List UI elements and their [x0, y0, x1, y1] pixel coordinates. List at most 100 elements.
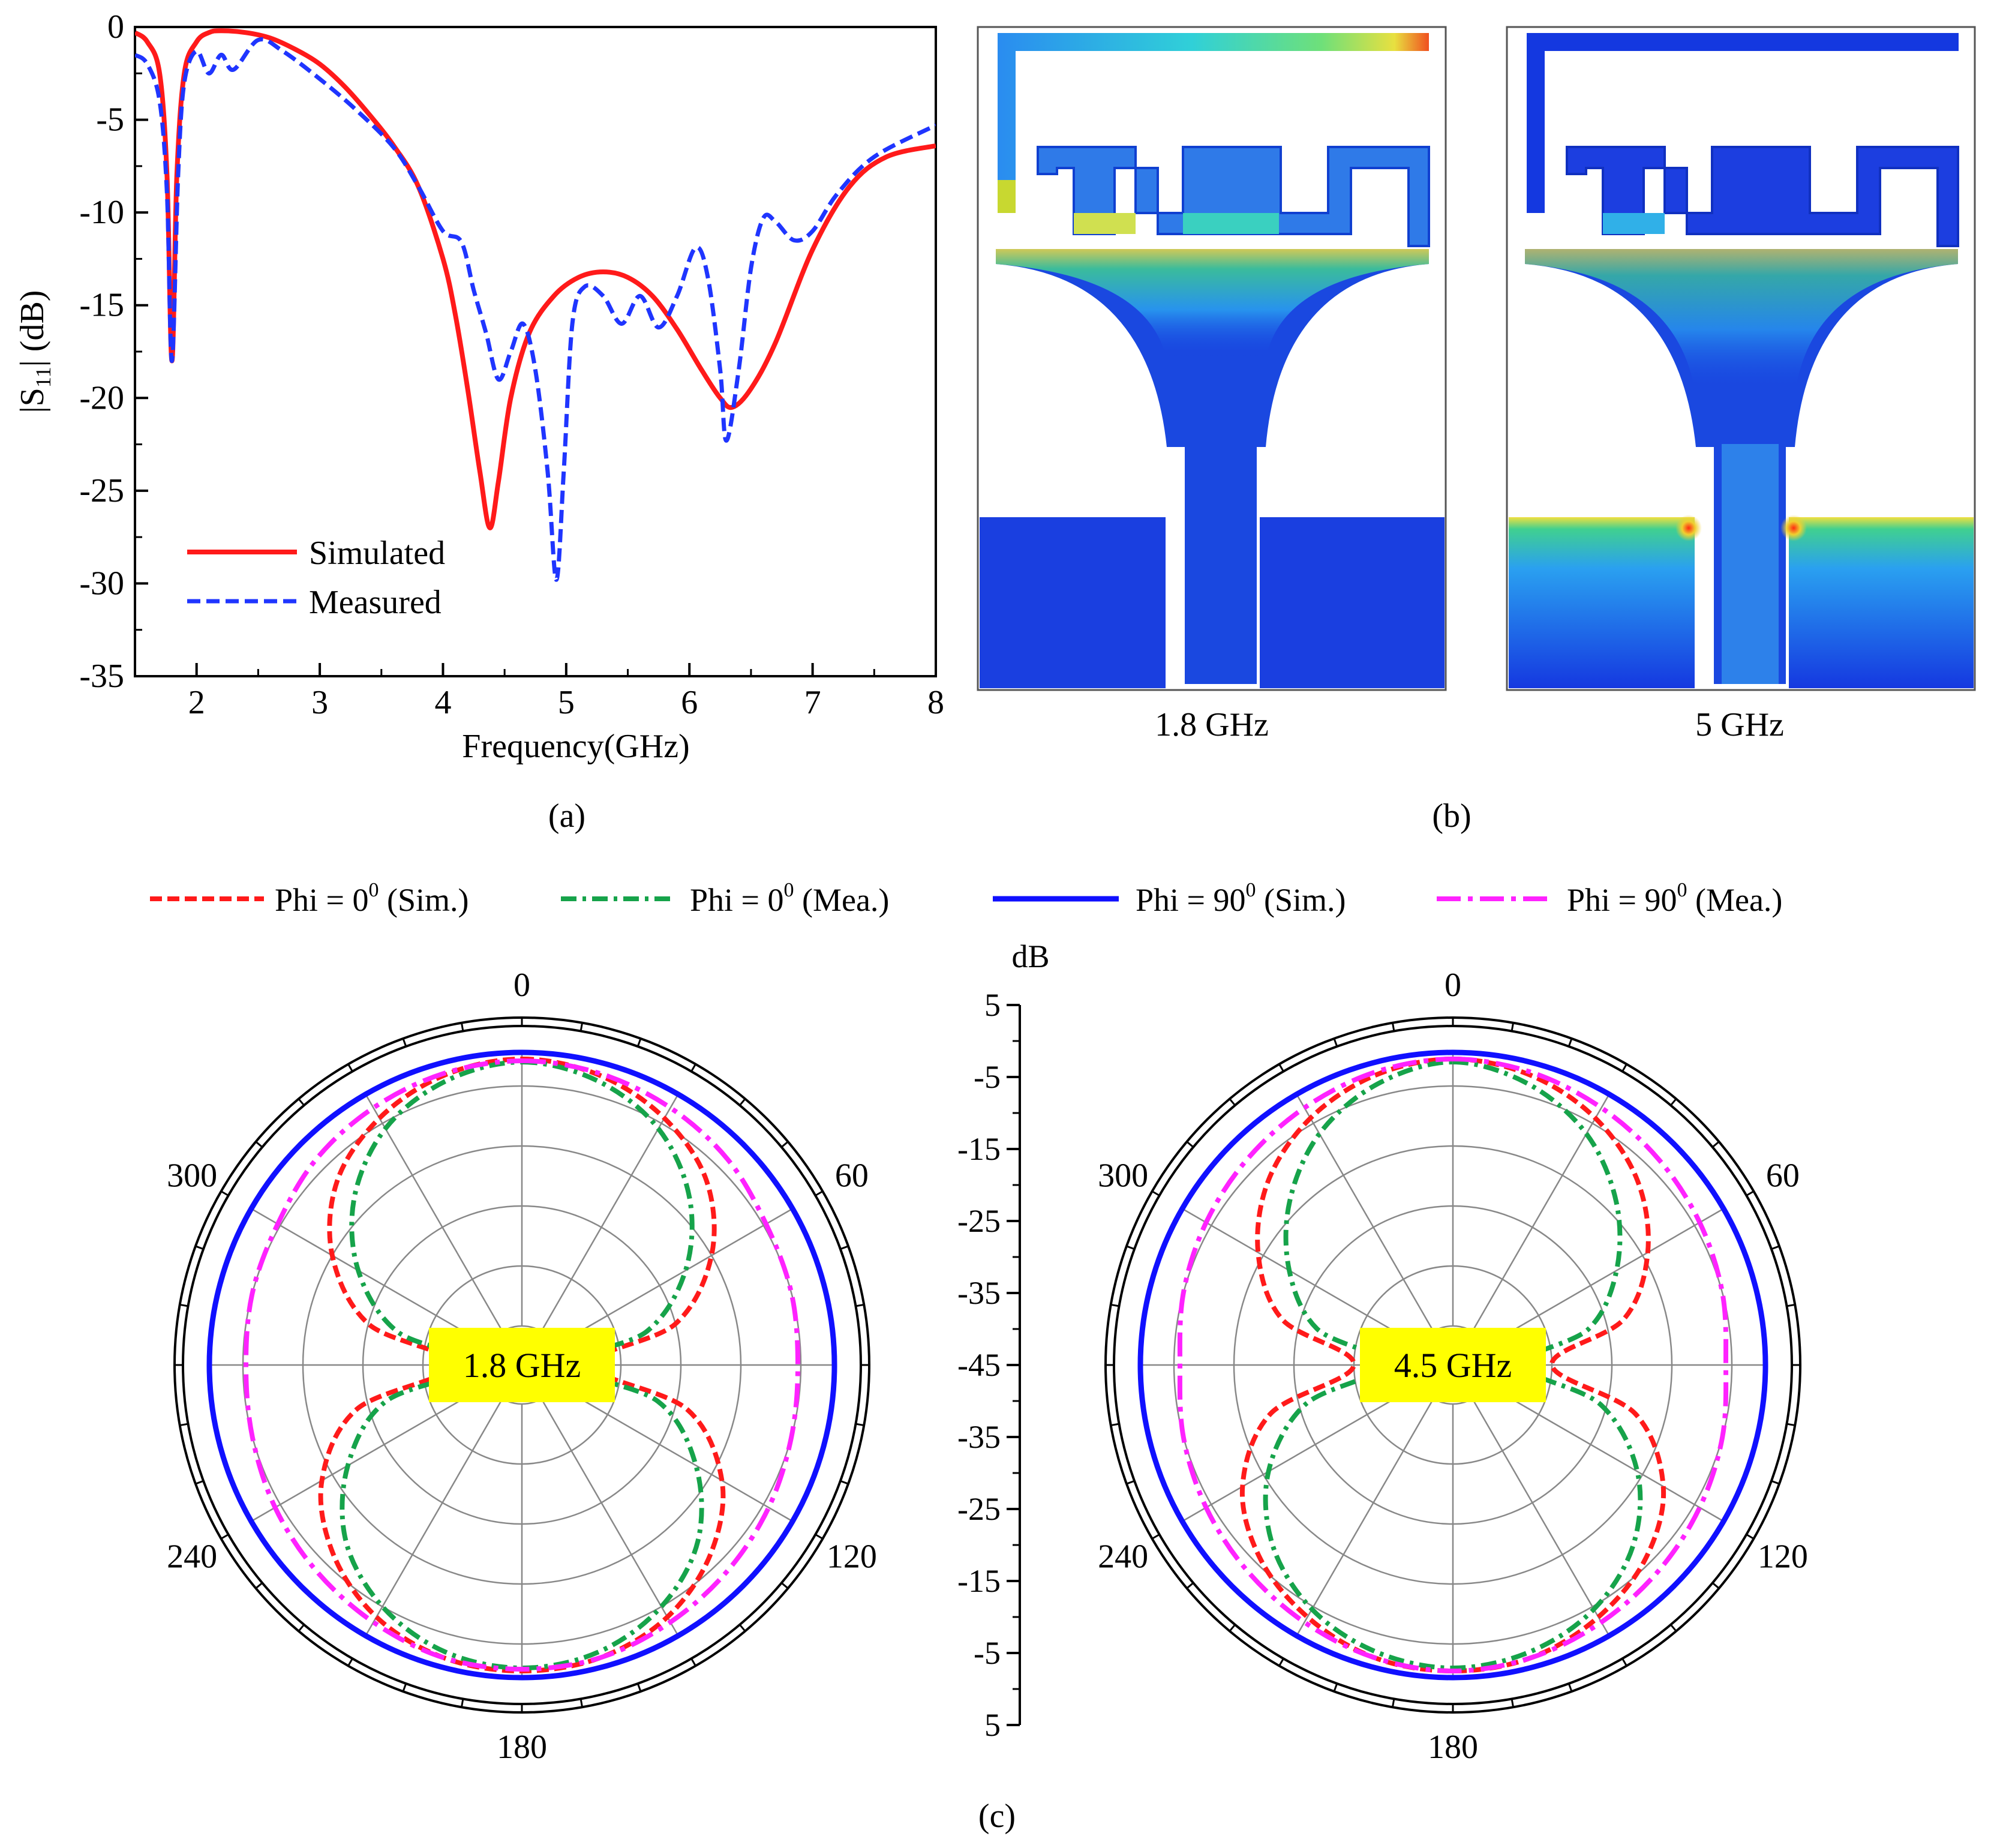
polar-angle-tick — [220, 1534, 229, 1540]
polar-angle-tick — [1229, 1624, 1236, 1632]
polar-angle-label: 180 — [1428, 1729, 1478, 1766]
feed-current — [1722, 444, 1779, 684]
polar-spoke — [1472, 1398, 1611, 1639]
ground-right — [1260, 517, 1445, 688]
polar-angle-tick — [195, 1245, 204, 1250]
polar-angle-tick — [402, 1683, 407, 1692]
polar-spoke — [555, 1207, 795, 1346]
x-tick-label: 3 — [311, 684, 328, 721]
polar-angle-tick — [460, 1022, 464, 1031]
polar-angle-tick — [780, 1582, 789, 1589]
polar-series-3 — [1137, 1049, 1768, 1681]
db-unit-label: dB — [1011, 938, 1049, 974]
db-scale-label: -35 — [957, 1275, 1001, 1311]
polar-angle-tick — [1621, 1658, 1627, 1667]
polar-angle-tick — [1333, 1038, 1338, 1047]
polar-angle-tick — [855, 1423, 864, 1427]
ground-left — [980, 517, 1166, 688]
polar-angle-tick — [739, 1624, 746, 1632]
polar-spoke — [248, 1207, 489, 1346]
x-tick-label: 2 — [188, 684, 205, 721]
s11-x-axis-label: Frequency(GHz) — [462, 728, 689, 765]
polar-angle-label: 240 — [167, 1538, 217, 1576]
y-tick-label: -25 — [79, 472, 124, 509]
polar-angle-tick — [1711, 1582, 1720, 1589]
polar-angle-tick — [1786, 1423, 1795, 1427]
polar-angle-tick — [855, 1303, 864, 1307]
polar-angle-label: 60 — [1766, 1157, 1800, 1195]
freq-label-text: 1.8 GHz — [463, 1346, 581, 1385]
polar-angle-label: 60 — [835, 1157, 869, 1195]
polar-spoke — [1179, 1384, 1420, 1523]
polar-angle-tick — [1567, 1038, 1573, 1047]
y-tick-label: -35 — [79, 658, 124, 695]
db-scale-label: -35 — [957, 1419, 1001, 1455]
polar-spoke — [1486, 1384, 1726, 1523]
polar-legend: Phi = 00 (Sim.) Phi = 00 (Mea.) Phi = 90… — [150, 879, 1782, 918]
polar-spoke — [1486, 1207, 1726, 1346]
polar-angle-tick — [690, 1658, 696, 1667]
top-stub — [1527, 33, 1959, 213]
polar-angle-tick — [1333, 1683, 1338, 1692]
db-scale-label: -25 — [957, 1203, 1001, 1239]
polar-angle-tick — [195, 1480, 204, 1485]
stub-tip-hot — [998, 180, 1016, 213]
s11-axis-ticks: 2 3 4 5 6 7 8 0 -5 -10 -15 -20 -25 -30 -35 — [79, 8, 944, 721]
polar-angle-tick — [840, 1480, 849, 1485]
polar-angle-label: 300 — [167, 1157, 217, 1195]
polar-angle-tick — [179, 1423, 188, 1427]
current-map-1p8ghz: 1.8 GHz — [977, 26, 1447, 743]
polar-angle-tick — [1186, 1582, 1194, 1589]
meander-line — [1566, 146, 1959, 247]
polar-angle-tick — [1391, 1022, 1395, 1031]
y-tick-label: -30 — [79, 565, 124, 602]
polar-angle-tick — [255, 1582, 263, 1589]
y-tick-label: -15 — [79, 287, 124, 324]
polar-angle-tick — [1278, 1063, 1284, 1072]
polar-series-4 — [243, 1058, 801, 1672]
polar-angle-tick — [1186, 1141, 1194, 1148]
polar-series-3 — [206, 1049, 837, 1681]
polar-angle-tick — [690, 1063, 696, 1072]
polar-spoke — [540, 1398, 680, 1639]
polar-angle-tick — [1746, 1534, 1755, 1540]
polar-angle-tick — [347, 1063, 353, 1072]
polar-angle-tick — [1746, 1190, 1755, 1196]
db-scale-label: 5 — [984, 987, 1001, 1023]
polar-angle-tick — [1771, 1245, 1780, 1250]
polar-angle-tick — [1110, 1423, 1119, 1427]
polar-angle-tick — [1670, 1624, 1677, 1632]
polar-angle-tick — [739, 1098, 746, 1106]
polar-angle-label: 0 — [513, 967, 530, 1004]
legend-phi90-sim-label: Phi = 900 (Sim.) — [1136, 879, 1346, 918]
polar-angle-tick — [1126, 1480, 1135, 1485]
polar-spoke — [364, 1398, 503, 1639]
db-scale-label: -15 — [957, 1563, 1001, 1599]
polar-angle-tick — [1278, 1658, 1284, 1667]
polar-angle-tick — [780, 1141, 789, 1148]
freq-label-box — [429, 1328, 615, 1402]
x-tick-label: 5 — [558, 684, 575, 721]
radiating-patch — [996, 249, 1429, 684]
polar-spoke — [555, 1384, 795, 1523]
y-tick-label: -10 — [79, 194, 124, 231]
polar-angle-tick — [579, 1699, 584, 1708]
polar-spoke — [540, 1091, 680, 1332]
polar-angle-tick — [1567, 1683, 1573, 1692]
polar-angle-tick — [1670, 1098, 1677, 1106]
db-scale-label: -45 — [957, 1347, 1001, 1383]
polar-angle-tick — [298, 1098, 305, 1106]
corner-hotspot-left — [1675, 515, 1702, 541]
polar-angle-tick — [1711, 1141, 1720, 1148]
polar-angle-tick — [179, 1303, 188, 1307]
current-map-5ghz: 5 GHz — [1506, 26, 1976, 743]
polar-angle-label: 300 — [1098, 1157, 1148, 1195]
simulated-line — [135, 28, 936, 530]
map-label-1p8ghz: 1.8 GHz — [1155, 706, 1269, 743]
polar-angle-tick — [298, 1624, 305, 1632]
freq-label-box — [1360, 1328, 1546, 1402]
polar-angle-tick — [815, 1190, 824, 1196]
s11-chart: 2 3 4 5 6 7 8 0 -5 -10 -15 -20 -25 -30 -35 Frequency(G… — [14, 8, 944, 835]
meander-warm-b — [1183, 213, 1279, 234]
ground-left — [1509, 517, 1695, 688]
